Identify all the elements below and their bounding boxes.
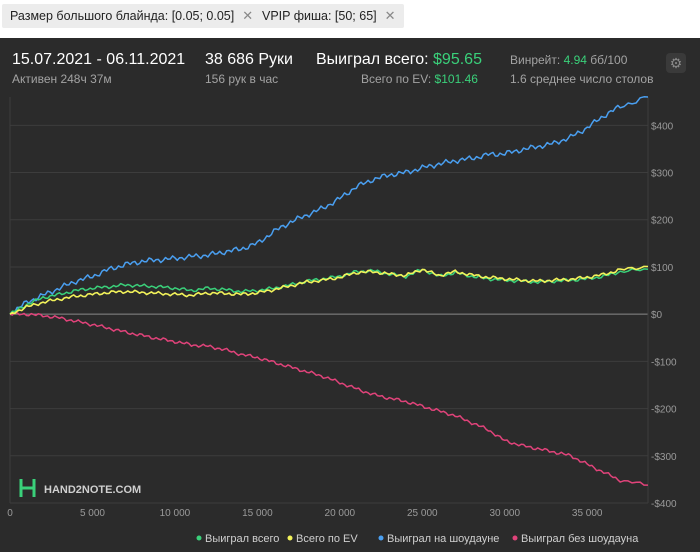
x-tick-label: 10 000 bbox=[160, 508, 191, 519]
logo-mark-icon bbox=[19, 479, 36, 497]
active-time: Активен 248ч 37м bbox=[12, 72, 112, 86]
y-tick-label: $300 bbox=[651, 169, 674, 180]
y-tick-label: $400 bbox=[651, 121, 674, 132]
chart-series bbox=[9, 96, 649, 486]
series-line-showdown bbox=[9, 96, 649, 316]
series-line-ev bbox=[9, 265, 649, 315]
y-tick-label: -$200 bbox=[651, 405, 677, 416]
won-total-value: $95.65 bbox=[433, 51, 482, 68]
winrate: Винрейт: 4.94 бб/100 bbox=[510, 53, 627, 67]
winrate-label: Винрейт: bbox=[510, 53, 561, 67]
ev-total: Всего по EV: $101.46 bbox=[361, 72, 478, 86]
won-total: Выиграл всего: $95.65 bbox=[316, 51, 482, 69]
filter-chip-label: VPIP фиша: [50; 65] bbox=[262, 9, 377, 23]
y-tick-label: -$300 bbox=[651, 452, 677, 463]
won-total-label: Выиграл всего: bbox=[316, 51, 429, 68]
filter-chip-label: Размер большого блайнда: [0.05; 0.05] bbox=[10, 9, 235, 23]
filter-chip-vpip[interactable]: VPIP фиша: [50; 65] ✕ bbox=[254, 4, 404, 28]
legend: Выиграл всего Всего по EV Выиграл на шоуда… bbox=[196, 533, 639, 545]
y-tick-label: $0 bbox=[651, 310, 663, 321]
x-tick-label: 15 000 bbox=[242, 508, 273, 519]
chart-grid bbox=[9, 97, 649, 504]
y-tick-label: $100 bbox=[651, 263, 674, 274]
legend-marker bbox=[287, 535, 293, 541]
y-tick-label: $200 bbox=[651, 216, 674, 227]
close-icon[interactable]: ✕ bbox=[384, 8, 396, 23]
y-tick-label: -$100 bbox=[651, 357, 677, 368]
legend-marker bbox=[512, 535, 518, 541]
legend-label: Выиграл без шоудауна bbox=[521, 533, 639, 545]
winrate-value: 4.94 bbox=[563, 53, 587, 67]
close-icon[interactable]: ✕ bbox=[242, 8, 254, 23]
logo-text: HAND2NOTE.COM bbox=[44, 484, 141, 496]
stats-panel bbox=[0, 38, 700, 552]
gear-icon[interactable]: ⚙ bbox=[666, 53, 686, 73]
x-tick-label: 30 000 bbox=[489, 508, 520, 519]
hand2note-logo: HAND2NOTE.COM bbox=[18, 478, 141, 498]
legend-label: Всего по EV bbox=[296, 533, 358, 545]
winrate-unit: бб/100 bbox=[590, 53, 628, 67]
x-tick-label: 0 bbox=[7, 508, 13, 519]
avg-tables: 1.6 среднее число столов bbox=[510, 72, 654, 86]
x-tick-label: 5 000 bbox=[80, 508, 105, 519]
hands-count: 38 686 Руки bbox=[205, 51, 293, 68]
y-tick-label: -$400 bbox=[651, 499, 677, 510]
x-tick-label: 20 000 bbox=[325, 508, 356, 519]
legend-label: Выиграл всего bbox=[205, 533, 279, 545]
series-line-nonshowdown bbox=[9, 311, 648, 486]
legend-marker bbox=[196, 535, 202, 541]
y-axis: $400 $300 $200 $100 $0 -$100 -$200 -$300 -$400 bbox=[651, 121, 677, 510]
x-axis: 0 5 000 10 000 15 000 20 000 25 000 30 000 35 0… bbox=[7, 508, 603, 519]
hands-per-hour: 156 рук в час bbox=[205, 72, 279, 86]
ev-total-label: Всего по EV: bbox=[361, 72, 432, 86]
x-tick-label: 25 000 bbox=[407, 508, 438, 519]
date-range: 15.07.2021 - 06.11.2021 bbox=[12, 51, 186, 68]
legend-marker bbox=[378, 535, 384, 541]
series-line-won bbox=[9, 268, 649, 315]
filter-chip-big-blind[interactable]: Размер большого блайнда: [0.05; 0.05] ✕ bbox=[2, 4, 262, 28]
x-tick-label: 35 000 bbox=[572, 508, 603, 519]
legend-label: Выиграл на шоудауне bbox=[387, 533, 499, 545]
ev-total-value: $101.46 bbox=[434, 72, 478, 86]
filter-bar: Размер большого блайнда: [0.05; 0.05] ✕ V… bbox=[0, 0, 700, 38]
